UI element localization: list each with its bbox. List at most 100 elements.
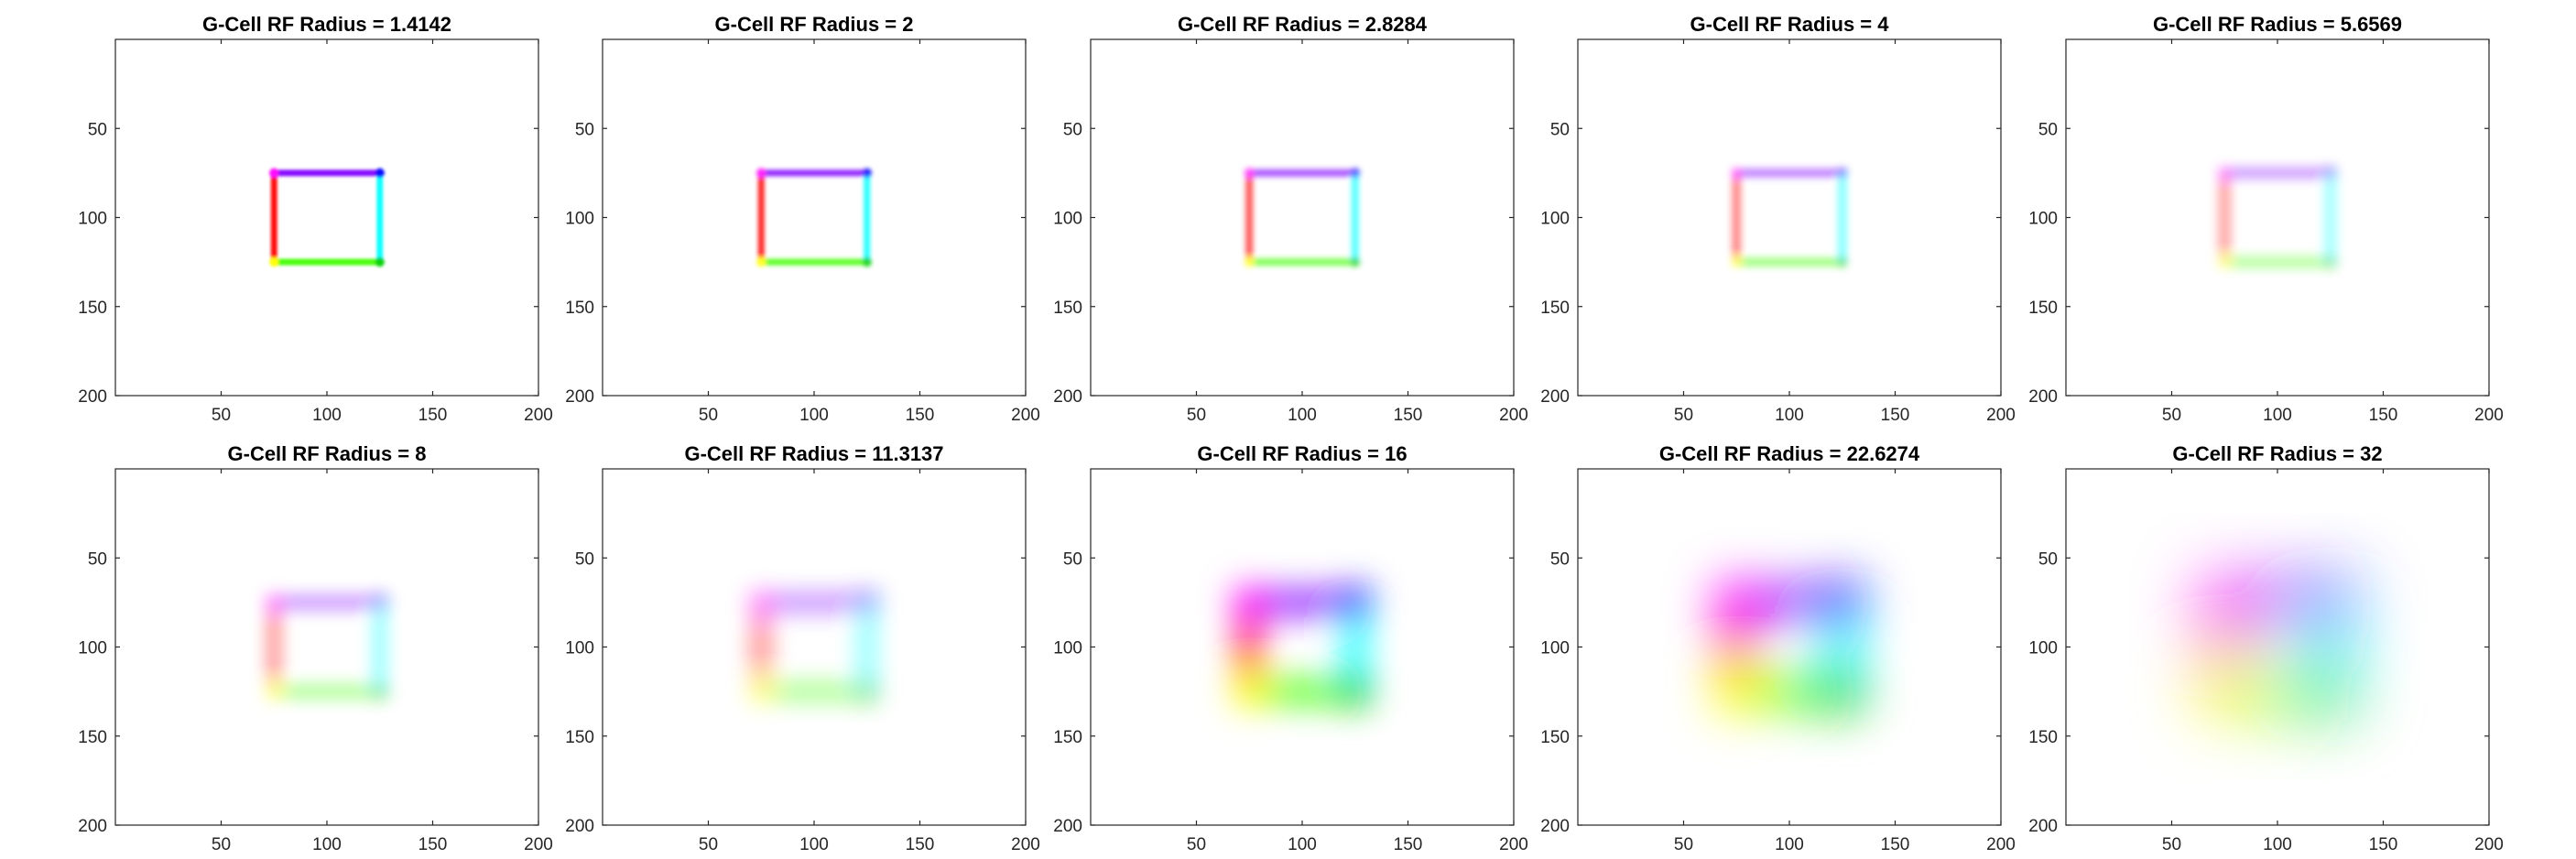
subplot-1: G-Cell RF Radius = 1.4142 50 100 150 200 50 10… xyxy=(78,13,553,425)
axes-background xyxy=(1091,469,1514,825)
y-tick-label: 100 xyxy=(1053,210,1082,229)
axes-background xyxy=(2066,39,2489,396)
y-tick-label: 200 xyxy=(78,817,107,836)
corner-bottom-left xyxy=(1713,669,1759,714)
subplot-3: G-Cell RF Radius = 2.8284 50 100 150 200 50 10… xyxy=(1053,13,1528,425)
y-tick-label: 200 xyxy=(565,817,594,836)
y-tick-label: 50 xyxy=(1550,549,1570,569)
corner-bottom-right xyxy=(1350,256,1360,267)
subplot-title: G-Cell RF Radius = 2 xyxy=(715,13,914,36)
x-tick-label: 50 xyxy=(212,406,231,425)
subplot-7: G-Cell RF Radius = 11.3137 50 100 150 200 50 1… xyxy=(565,442,1040,854)
corner-top-right xyxy=(862,168,872,179)
subplot-title: G-Cell RF Radius = 1.4142 xyxy=(202,13,451,36)
corner-top-left xyxy=(756,168,766,179)
axes-background xyxy=(603,39,1026,396)
x-tick-label: 200 xyxy=(1011,406,1040,425)
x-tick-label: 150 xyxy=(1394,406,1423,425)
y-tick-label: 150 xyxy=(78,728,107,747)
corner-top-left xyxy=(1713,580,1759,625)
corner-bottom-left xyxy=(269,256,279,267)
y-tick-label: 100 xyxy=(565,639,594,658)
subplot-4: G-Cell RF Radius = 4 50 100 150 200 50 100 150 2… xyxy=(1540,13,2016,425)
x-tick-label: 200 xyxy=(1499,835,1528,854)
corner-top-left xyxy=(1233,585,1266,619)
x-tick-label: 100 xyxy=(1775,835,1804,854)
x-tick-label: 50 xyxy=(212,835,231,854)
y-tick-label: 50 xyxy=(2038,549,2058,569)
subplot-title: G-Cell RF Radius = 22.6274 xyxy=(1659,442,1920,465)
y-tick-label: 100 xyxy=(1540,639,1570,658)
x-tick-label: 200 xyxy=(1986,835,2016,854)
corner-bottom-right xyxy=(1338,675,1372,709)
y-tick-label: 150 xyxy=(1540,728,1570,747)
x-tick-label: 50 xyxy=(699,835,718,854)
y-tick-label: 200 xyxy=(2028,817,2058,836)
x-tick-label: 150 xyxy=(1881,835,1910,854)
subplot-title: G-Cell RF Radius = 4 xyxy=(1690,13,1890,36)
y-tick-label: 100 xyxy=(565,210,594,229)
x-tick-label: 100 xyxy=(312,835,342,854)
corner-top-left xyxy=(1245,168,1255,179)
y-tick-label: 50 xyxy=(1550,120,1570,139)
corner-top-right xyxy=(1820,580,1865,625)
image-content xyxy=(2218,167,2337,268)
x-tick-label: 200 xyxy=(1011,835,1040,854)
y-tick-label: 100 xyxy=(2028,210,2058,229)
corner-bottom-right xyxy=(2324,256,2337,268)
y-tick-label: 100 xyxy=(1540,210,1570,229)
x-tick-label: 50 xyxy=(1187,406,1206,425)
corner-bottom-right xyxy=(2308,669,2353,714)
subplot-2: G-Cell RF Radius = 2 50 100 150 200 50 100 150 2… xyxy=(565,13,1040,425)
x-tick-label: 150 xyxy=(418,406,448,425)
corner-top-left xyxy=(2201,580,2247,625)
subplot-title: G-Cell RF Radius = 16 xyxy=(1197,442,1407,465)
x-tick-label: 100 xyxy=(1288,835,1317,854)
y-tick-label: 200 xyxy=(1053,817,1082,836)
corner-top-left xyxy=(2218,167,2231,179)
corner-top-left xyxy=(269,168,279,179)
corner-top-left xyxy=(749,591,773,614)
corner-bottom-left xyxy=(1233,675,1266,709)
y-tick-label: 50 xyxy=(1063,549,1082,569)
corner-bottom-right xyxy=(862,256,872,267)
image-content xyxy=(1245,168,1360,267)
y-tick-label: 200 xyxy=(2028,387,2058,407)
image-content xyxy=(1233,585,1372,709)
axes-background xyxy=(1578,39,2001,396)
image-content xyxy=(266,593,388,701)
x-tick-label: 150 xyxy=(1881,406,1910,425)
y-tick-label: 150 xyxy=(1053,299,1082,318)
x-tick-label: 100 xyxy=(799,406,829,425)
x-tick-label: 100 xyxy=(1288,406,1317,425)
corner-bottom-left xyxy=(2218,256,2231,268)
y-tick-label: 200 xyxy=(1540,387,1570,407)
x-tick-label: 150 xyxy=(2369,835,2398,854)
y-tick-label: 150 xyxy=(1540,299,1570,318)
y-tick-label: 50 xyxy=(88,120,107,139)
corner-bottom-right xyxy=(855,680,879,703)
y-tick-label: 150 xyxy=(2028,728,2058,747)
y-tick-label: 50 xyxy=(88,549,107,569)
corner-bottom-left xyxy=(1732,256,1742,267)
y-tick-label: 150 xyxy=(565,299,594,318)
axes-background xyxy=(115,469,538,825)
corner-bottom-left xyxy=(749,680,773,703)
y-tick-label: 200 xyxy=(78,387,107,407)
subplot-10: G-Cell RF Radius = 32 50 100 150 200 50 100 150… xyxy=(2028,442,2504,854)
x-tick-label: 50 xyxy=(2162,406,2181,425)
axes-background xyxy=(1578,469,2001,825)
subplot-9: G-Cell RF Radius = 22.6274 50 100 150 200 50 1… xyxy=(1540,442,2016,854)
x-tick-label: 100 xyxy=(799,835,829,854)
corner-top-left xyxy=(266,593,283,611)
y-tick-label: 200 xyxy=(565,387,594,407)
x-tick-label: 200 xyxy=(524,835,553,854)
image-content xyxy=(269,168,385,267)
x-tick-label: 150 xyxy=(2369,406,2398,425)
corner-bottom-left xyxy=(266,683,283,701)
subplot-title: G-Cell RF Radius = 32 xyxy=(2172,442,2382,465)
corner-top-right xyxy=(855,591,879,614)
y-tick-label: 150 xyxy=(78,299,107,318)
x-tick-label: 50 xyxy=(1674,835,1693,854)
y-tick-label: 150 xyxy=(565,728,594,747)
